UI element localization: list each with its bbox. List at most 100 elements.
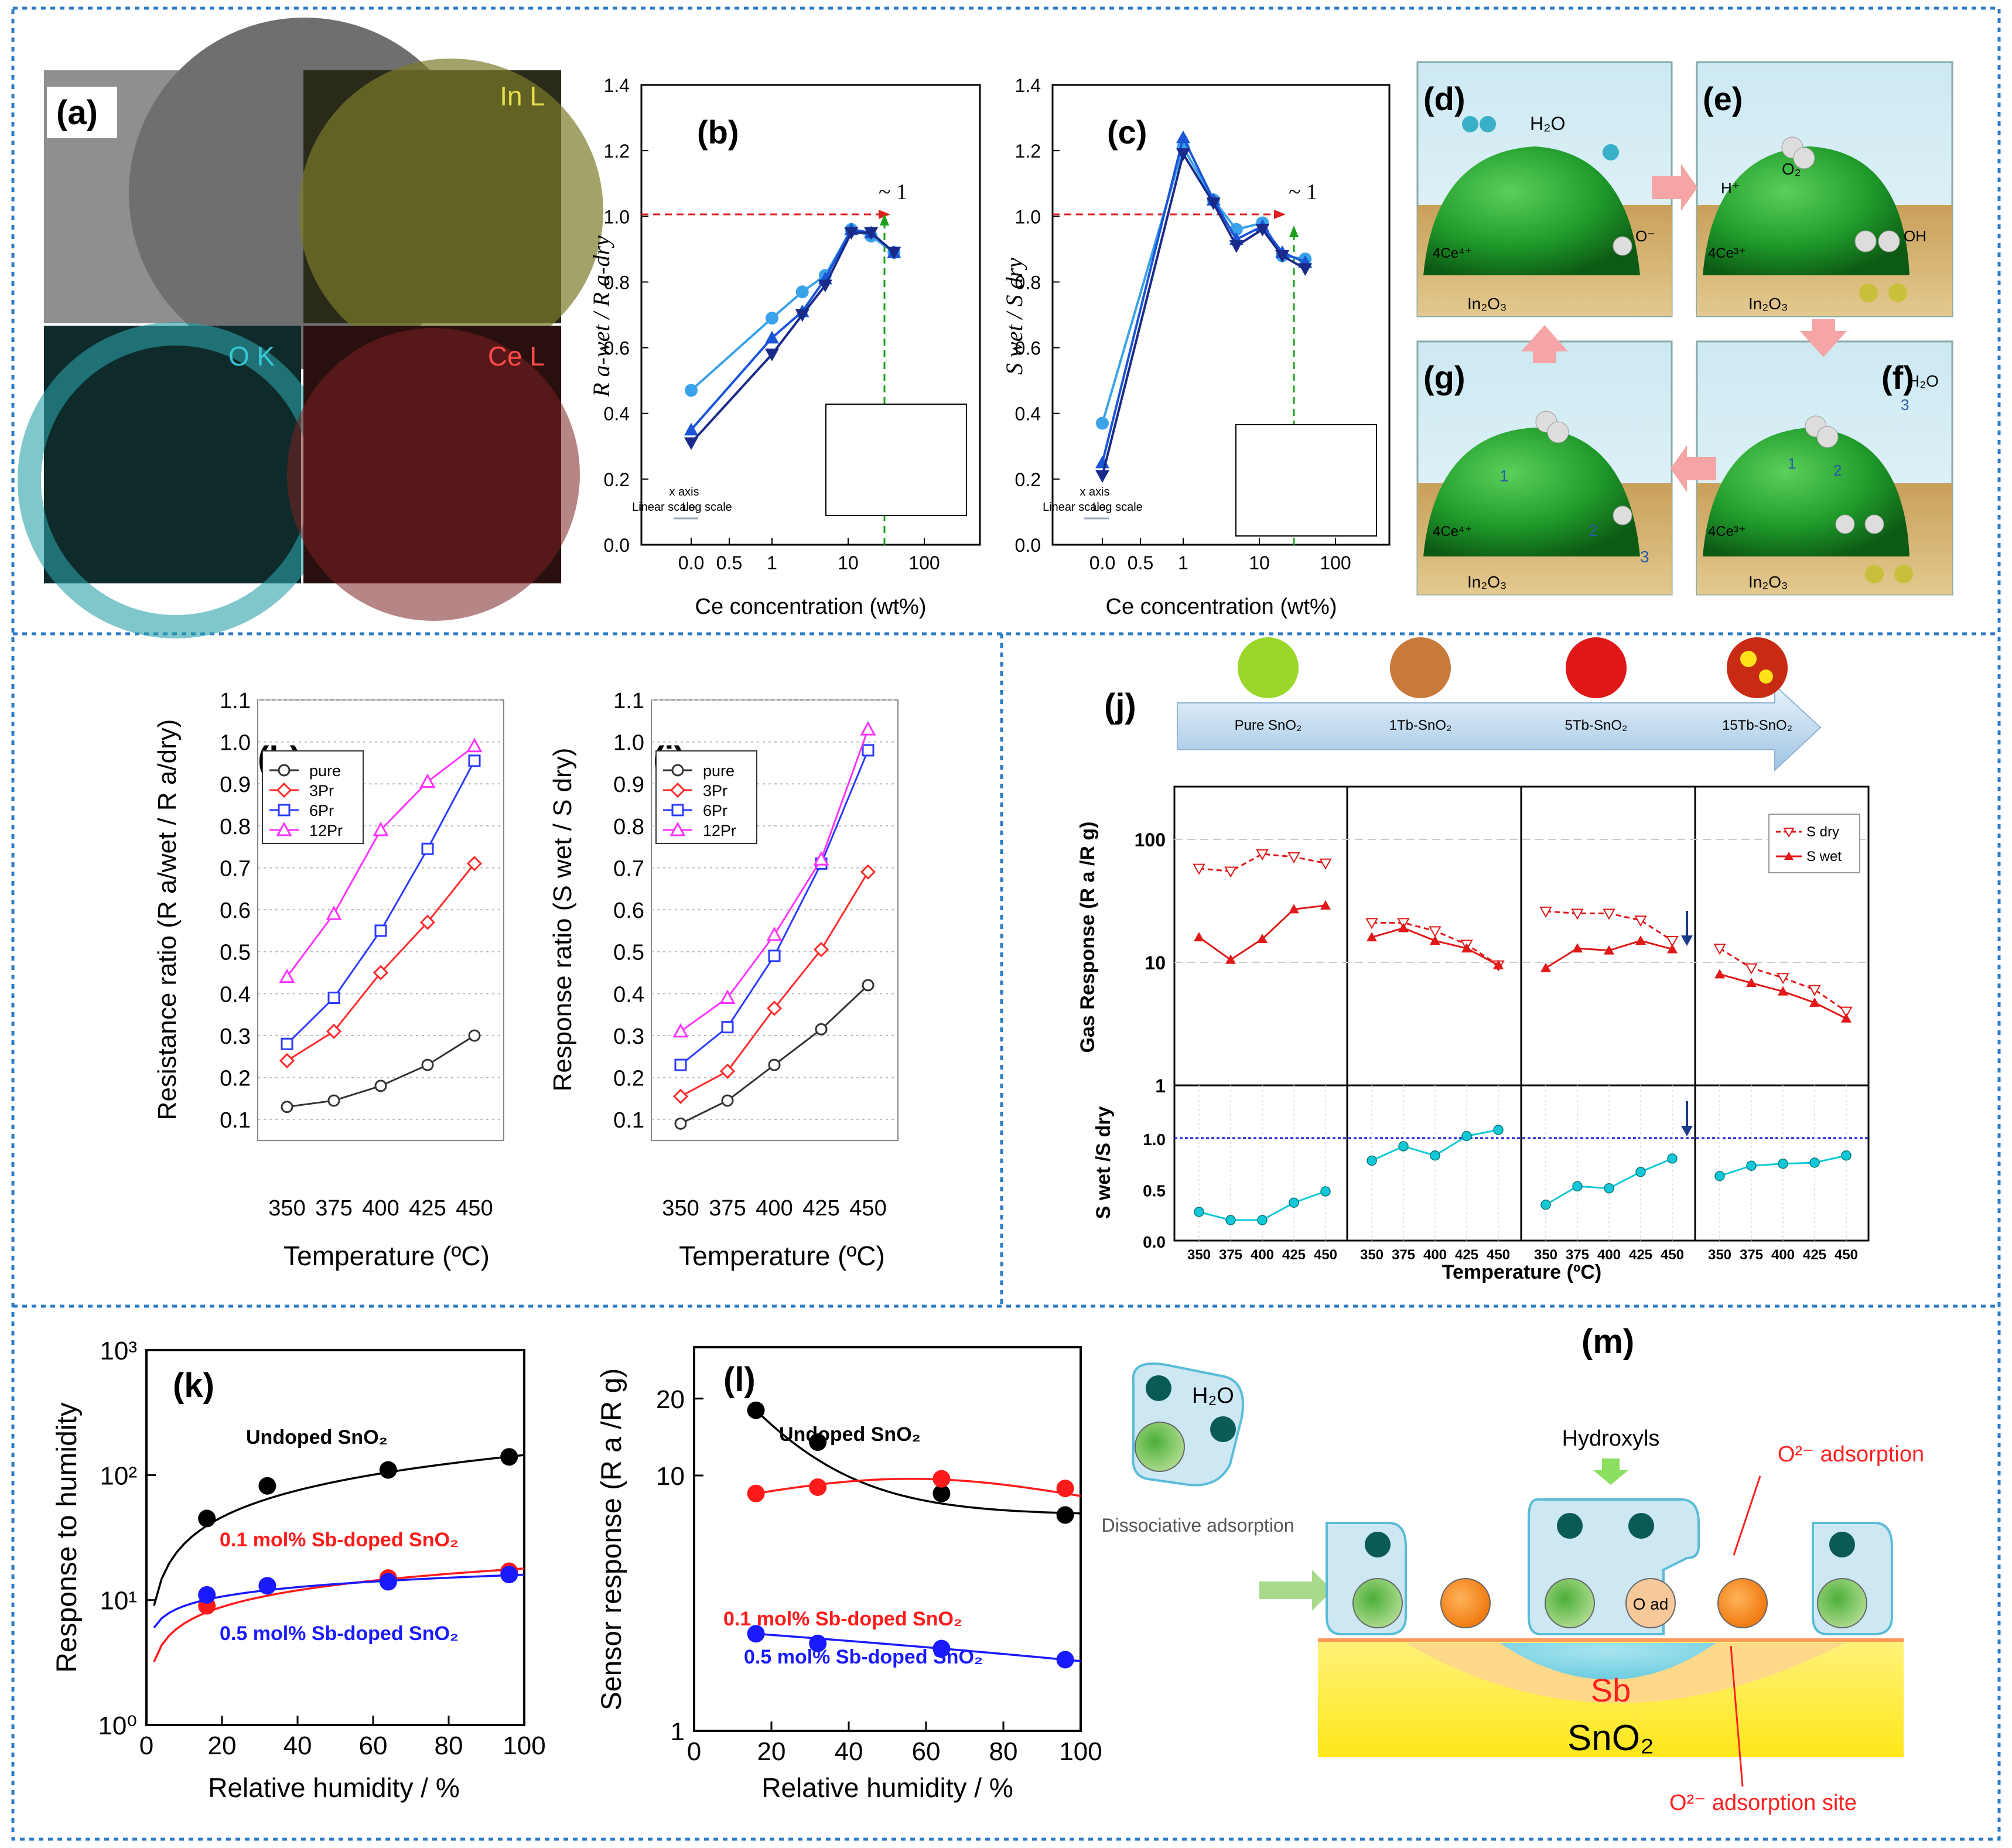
data-point: [685, 384, 698, 397]
data-point: [747, 1401, 765, 1419]
legend: pure 3Pr 6Pr 12Pr: [262, 750, 364, 844]
data-point: [747, 1625, 765, 1643]
y-tick-label: 0.0: [604, 535, 630, 556]
data-point: [279, 968, 295, 983]
x-tick-label: 0.5: [716, 552, 742, 573]
data-point: [1398, 923, 1409, 932]
y-tick-label: 0.9: [613, 773, 644, 797]
x-axis-label: Relative humidity / %: [208, 1772, 460, 1803]
data-point: [1604, 945, 1614, 955]
fit-curve: [153, 1573, 525, 1629]
y-tick-label: 0.6: [220, 899, 251, 923]
legend-label: 12Pr: [309, 822, 343, 839]
x-tick-label: 450: [456, 1196, 493, 1221]
data-point: [864, 227, 879, 240]
data-point: [932, 1639, 951, 1658]
y-tick-label: 1.2: [1015, 141, 1041, 162]
y-tick-label: 0.8: [604, 272, 630, 293]
data-point: [932, 1484, 951, 1502]
data-point: [684, 422, 698, 436]
panel-e: (e) O₂ H⁺ OH 4Ce³⁺ In₂O₃: [1696, 61, 1953, 317]
y-tick-label: 0.0: [1015, 535, 1041, 556]
x-ticks: 0 20 40 60 80 100: [139, 1716, 546, 1760]
data-point: [198, 1509, 216, 1528]
group-label: Pure SnO₂: [1235, 718, 1302, 733]
x-tick-label: 450: [1661, 1247, 1684, 1263]
x-tick-label: 400: [1423, 1247, 1447, 1263]
series-label-0.5sb: 0.5 mol% Sb-doped SnO₂: [220, 1622, 459, 1645]
data-point: [672, 1023, 689, 1038]
data-point: [198, 1586, 216, 1604]
y-tick-label: 1.0: [613, 731, 644, 756]
data-point: [766, 926, 783, 941]
y-tick-label: 0.3: [613, 1024, 644, 1049]
data-point: [1571, 908, 1584, 920]
data-point: [765, 349, 779, 361]
5tb-sno2-sphere: [1566, 637, 1627, 698]
data-point: [327, 1094, 340, 1107]
data-point: [1194, 932, 1204, 942]
y-tick-label: 1.1: [220, 689, 251, 713]
y-tick-label: 0.3: [220, 1024, 251, 1049]
y-axis-label: R a-wet / R a-dry: [588, 235, 614, 398]
x-tick-label: 1: [767, 552, 777, 573]
data-point: [1320, 900, 1331, 910]
data-point: [765, 330, 779, 344]
data-point: [684, 437, 698, 450]
x-ticks: 0 20 40 60 80 100: [687, 1721, 1102, 1766]
hydroxyls-label: Hydroxyls: [1562, 1426, 1660, 1451]
o-minus-label: O⁻: [1635, 227, 1655, 245]
data-point: [674, 1058, 687, 1071]
svg-text:Linear scale: Linear scale: [1043, 501, 1106, 514]
data-point: [1778, 986, 1788, 996]
ce3-label: 4Ce³⁺: [1708, 245, 1746, 261]
h2o-label: H₂O: [1192, 1384, 1234, 1408]
x-tick-label: 375: [1392, 1247, 1415, 1263]
y-ticks: 0.1 0.2 0.3 0.4 0.5 0.6 0.7 0.8 0.9 1.0 1.1: [613, 689, 644, 1133]
series-lines: [672, 721, 876, 1130]
data-point: [1745, 963, 1758, 975]
o2-adsorption-label: O²⁻ adsorption: [1778, 1442, 1924, 1467]
x-tick-label: 425: [409, 1196, 446, 1221]
fit-curve: [756, 1478, 1081, 1497]
data-point: [1714, 1171, 1725, 1181]
data-point: [1225, 1215, 1236, 1225]
y-tick-label: 0.9: [220, 773, 251, 797]
y-tick-label: 0.6: [604, 338, 630, 359]
y-tick-label: 20: [656, 1385, 685, 1414]
x-ticks: 350 375 400 425 450: [268, 1196, 493, 1221]
series-line: [690, 228, 895, 431]
data-point: [1206, 197, 1221, 210]
series-lines: [279, 737, 483, 1113]
series-line: [1198, 853, 1326, 873]
x-tick-label: 0: [687, 1737, 701, 1766]
y-tick-label: 0.7: [613, 856, 644, 881]
x-tick-label: 1: [1178, 552, 1188, 573]
cycle-arrows: [1521, 164, 1847, 492]
data-point: [258, 1577, 276, 1595]
data-point: [1056, 1480, 1074, 1498]
data-point: [327, 991, 340, 1004]
x-axis-label: Ce concentration (wt%): [695, 595, 927, 619]
data-point: [1257, 1215, 1268, 1225]
y-tick-label: 0.4: [604, 404, 630, 425]
y-tick-label: 1.0: [1143, 1130, 1166, 1149]
x-tick-label: 350: [662, 1196, 699, 1221]
panel-h-chart: 0.1 0.2 0.3 0.4 0.5 0.6 0.7 0.8 0.9 1.0 1.1 350 375…: [153, 689, 504, 1271]
h-plus-label: H⁺: [1721, 179, 1740, 197]
data-point: [1572, 943, 1583, 953]
data-point: [1255, 224, 1270, 237]
data-point: [721, 1094, 734, 1107]
data-point: [1398, 1141, 1409, 1152]
svg-text:Log scale: Log scale: [1092, 501, 1143, 514]
y-tick-label: 0.8: [613, 815, 644, 839]
data-point: [1777, 973, 1789, 985]
plot-frame: [693, 1346, 1082, 1732]
legend-marker: [278, 764, 291, 777]
h2o-label: H₂O: [1908, 372, 1939, 390]
y-tick-label: 0.2: [220, 1067, 251, 1091]
x-tick-label: 400: [1251, 1247, 1274, 1263]
data-point: [419, 914, 436, 930]
y-tick-label: 0.4: [220, 982, 251, 1007]
